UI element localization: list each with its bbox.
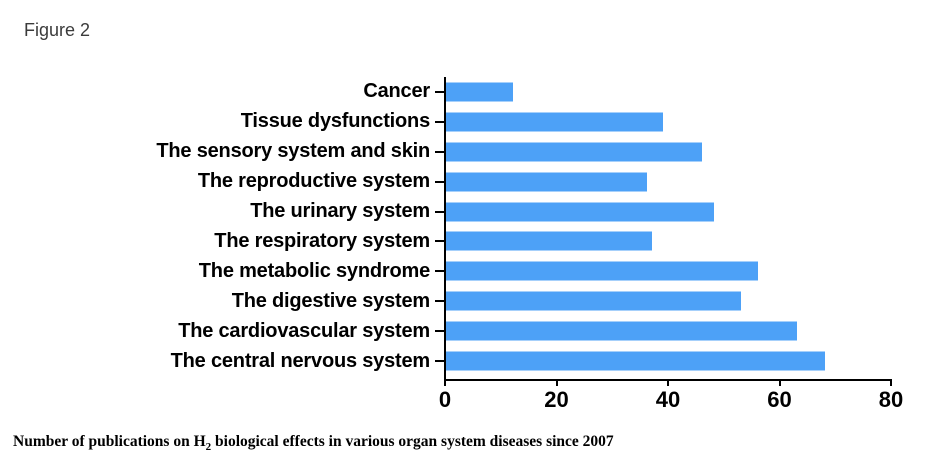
y-axis-line	[444, 77, 446, 381]
bar	[446, 231, 653, 251]
plot-area	[435, 77, 892, 379]
bar-row	[435, 137, 892, 167]
category-label: The reproductive system	[197, 170, 430, 193]
y-tick	[435, 150, 444, 153]
x-tick-label: 60	[767, 387, 792, 412]
y-tick	[435, 90, 444, 93]
caption: Number of publications on H2 biological …	[13, 433, 614, 454]
category-label: The respiratory system	[214, 229, 430, 252]
bar	[446, 82, 513, 102]
x-axis-line	[444, 379, 892, 381]
y-tick	[435, 120, 444, 123]
bar-row	[435, 227, 892, 257]
y-tick	[435, 330, 444, 333]
bar	[446, 202, 714, 222]
bar-row	[435, 346, 892, 376]
x-axis: 0 20 40 60 80	[439, 381, 903, 417]
bar	[446, 261, 759, 281]
x-tick	[778, 381, 781, 386]
y-tick	[435, 180, 444, 183]
y-tick	[435, 270, 444, 273]
bar-row	[435, 316, 892, 346]
category-label: Cancer	[363, 80, 430, 103]
x-tick-label: 40	[655, 387, 681, 412]
bar	[446, 351, 826, 371]
bar-row	[435, 167, 892, 197]
y-tick	[435, 210, 444, 213]
x-tick	[444, 381, 446, 386]
category-label: The metabolic syndrome	[198, 259, 430, 282]
y-tick	[435, 360, 444, 363]
bar	[446, 291, 742, 311]
y-tick	[435, 300, 444, 303]
h2-subscript: 2	[205, 441, 212, 454]
figure-label: Figure 2	[24, 20, 91, 40]
bar-row	[435, 286, 892, 316]
category-label: The digestive system	[231, 289, 431, 312]
bar	[446, 142, 703, 162]
caption-text-after: biological effects in various organ syst…	[211, 433, 614, 450]
category-label: Tissue dysfunctions	[240, 110, 430, 133]
category-label: The cardiovascular system	[178, 319, 430, 342]
bar	[446, 172, 647, 192]
bar-row	[435, 107, 892, 137]
x-tick-label: 20	[544, 387, 569, 412]
bar-row	[435, 256, 892, 286]
x-tick-label: 80	[878, 387, 904, 412]
caption-text-before: Number of publications on H	[13, 433, 206, 450]
x-tick	[667, 381, 669, 386]
x-tick	[555, 381, 558, 386]
bar-row	[435, 197, 892, 227]
x-tick	[890, 381, 892, 386]
category-labels: Cancer Tissue dysfunctions The sensory sys…	[0, 77, 430, 379]
y-tick	[435, 240, 444, 243]
category-label: The sensory system and skin	[156, 140, 430, 163]
bar	[446, 321, 798, 341]
bar-row	[435, 77, 892, 107]
x-tick-label: 0	[438, 387, 452, 412]
bar	[446, 112, 664, 132]
category-label: The central nervous system	[170, 349, 431, 372]
category-label: The urinary system	[250, 200, 430, 223]
